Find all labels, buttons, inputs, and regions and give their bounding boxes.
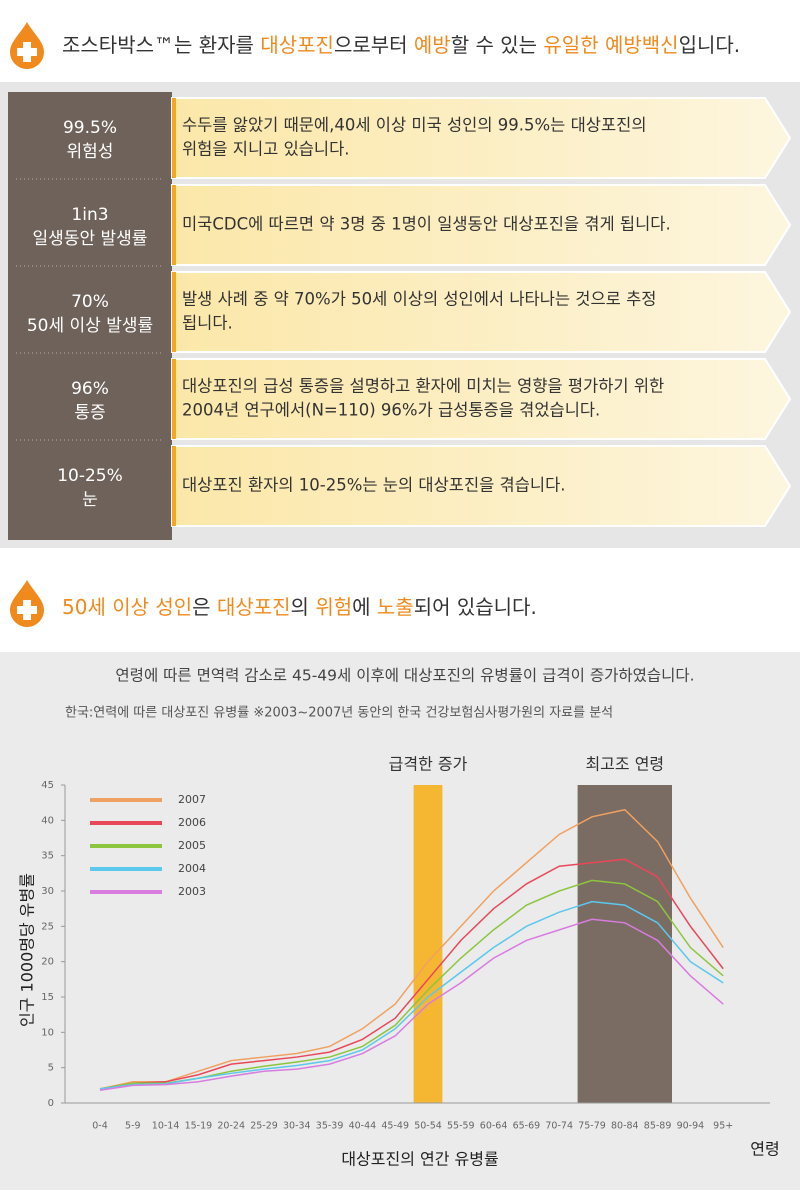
text-segment: 유일한 예방백신 <box>543 33 678 57</box>
legend-label: 2004 <box>178 862 206 875</box>
fact-value: 99.5% <box>63 118 117 138</box>
series-line <box>99 918 724 1092</box>
arrow-edge <box>172 446 176 526</box>
y-tick-label: 35 <box>41 851 54 862</box>
x-tick-label: 55-59 <box>447 1121 475 1132</box>
x-tick-label: 40-44 <box>349 1121 377 1132</box>
y-tick-label: 15 <box>41 992 54 1003</box>
text-segment: 할 수 있는 <box>451 33 544 57</box>
x-tick-label: 70-74 <box>545 1121 573 1132</box>
text-segment: 대상포진 <box>260 33 334 57</box>
y-tick-label: 25 <box>41 921 54 932</box>
x-tick-label: 0-4 <box>92 1121 108 1132</box>
x-tick-label: 60-64 <box>480 1121 508 1132</box>
x-tick-label: 35-39 <box>316 1121 344 1132</box>
series-line <box>99 808 724 1090</box>
fact-label: 50세 이상 발생률 <box>27 316 153 336</box>
x-tick-label: 15-19 <box>185 1121 213 1132</box>
x-tick-label: 85-89 <box>644 1121 672 1132</box>
text-segment: 의 <box>291 595 316 619</box>
text-segment: 되어 있습니다. <box>414 595 537 619</box>
annotation-label: 급격한 증가 <box>389 755 468 774</box>
y-tick-label: 10 <box>41 1027 54 1038</box>
x-tick-label: 75-79 <box>578 1121 606 1132</box>
highlight-band <box>413 785 443 1103</box>
fact-arrow <box>171 97 792 179</box>
x-tick-label: 95+ <box>713 1121 733 1132</box>
annotation-label: 최고조 연령 <box>585 755 664 774</box>
text-segment: 대상포진 <box>217 595 291 619</box>
text-segment: 예방 <box>414 33 451 57</box>
highlight-band <box>577 785 672 1103</box>
fact-label: 일생동안 발생률 <box>33 229 148 249</box>
x-axis-label: 대상포진의 연간 유병률 <box>341 1150 498 1169</box>
fact-description: 수두를 앓았기 때문에,40세 이상 미국 성인의 99.5%는 대상포진의 <box>182 116 647 135</box>
legend-label: 2007 <box>178 793 206 806</box>
y-tick-label: 0 <box>48 1098 54 1109</box>
text-segment: 50세 이상 성인 <box>62 595 192 619</box>
fact-value: 70% <box>71 292 109 312</box>
series-line <box>99 900 724 1090</box>
x-tick-label: 45-49 <box>381 1121 409 1132</box>
x-tick-label: 90-94 <box>677 1121 705 1132</box>
chart-subtitle: 한국:연력에 따른 대상포진 유병률 ※2003~2007년 동안의 한국 건강… <box>65 706 613 721</box>
legend-label: 2005 <box>178 839 206 852</box>
section-text: 50세 이상 성인은 대상포진의 위험에 노출되어 있습니다. <box>62 595 537 619</box>
x-tick-label: 25-29 <box>250 1121 278 1132</box>
series-line <box>99 858 724 1090</box>
fact-description: 2004년 연구에서(N=110) 96%가 급성통증을 겪었습니다. <box>182 401 600 420</box>
x-tick-label: 20-24 <box>217 1121 245 1132</box>
legend-label: 2006 <box>178 816 206 829</box>
fact-label: 위험성 <box>67 142 114 162</box>
fact-value: 1in3 <box>71 205 108 225</box>
fact-description: 미국CDC에 따르면 약 3명 중 1명이 일생동안 대상포진을 겪게 됩니다. <box>182 215 671 234</box>
text-segment: 에 <box>352 595 377 619</box>
x-tick-label: 65-69 <box>513 1121 541 1132</box>
text-segment: 노출 <box>377 595 414 619</box>
y-tick-label: 45 <box>41 780 54 791</box>
fact-arrow <box>171 358 792 440</box>
chart-panel <box>0 652 800 1190</box>
fact-description: 대상포진 환자의 10-25%는 눈의 대상포진을 겪습니다. <box>182 476 566 495</box>
fact-value: 96% <box>71 379 109 399</box>
fact-label: 눈 <box>82 490 98 510</box>
y-tick-label: 40 <box>41 815 54 826</box>
chart-title: 연령에 따른 면역력 감소로 45-49세 이후에 대상포진의 유병률이 급격이… <box>115 667 694 685</box>
arrow-edge <box>172 185 176 265</box>
fact-description: 됩니다. <box>182 314 233 333</box>
y-tick-label: 20 <box>41 957 54 968</box>
x-tick-label: 30-34 <box>283 1121 311 1132</box>
text-segment: 으로부터 <box>334 33 414 57</box>
y-tick-label: 30 <box>41 886 54 897</box>
fact-description: 위험을 지니고 있습니다. <box>182 140 350 159</box>
x-tick-label: 10-14 <box>152 1121 180 1132</box>
arrow-edge <box>172 272 176 352</box>
x-tick-label: 50-54 <box>414 1121 442 1132</box>
arrow-edge <box>172 98 176 178</box>
fact-description: 대상포진의 급성 통증을 설명하고 환자에 미치는 영향을 평가하기 위한 <box>182 377 664 396</box>
y-axis-label: 인구 1000명당 유병률 <box>18 873 37 1027</box>
fact-arrow <box>171 271 792 353</box>
x-unit-label: 연령 <box>750 1140 779 1159</box>
x-tick-label: 5-9 <box>125 1121 141 1132</box>
arrow-edge <box>172 359 176 439</box>
fact-value: 10-25% <box>57 466 123 486</box>
text-segment: 위험 <box>315 595 352 619</box>
text-segment: 은 <box>192 595 217 619</box>
fact-label: 통증 <box>74 403 105 423</box>
fact-description: 발생 사례 중 약 70%가 50세 이상의 성인에서 나타나는 것으로 추정 <box>182 290 656 309</box>
text-segment: 입니다. <box>679 33 741 57</box>
text-segment: 조스타박스™는 환자를 <box>62 33 260 57</box>
header-text: 조스타박스™는 환자를 대상포진으로부터 예방할 수 있는 유일한 예방백신입니… <box>62 33 740 57</box>
fact-column <box>8 92 172 540</box>
legend-label: 2003 <box>178 885 206 898</box>
x-tick-label: 80-84 <box>611 1121 639 1132</box>
y-tick-label: 5 <box>48 1063 54 1074</box>
